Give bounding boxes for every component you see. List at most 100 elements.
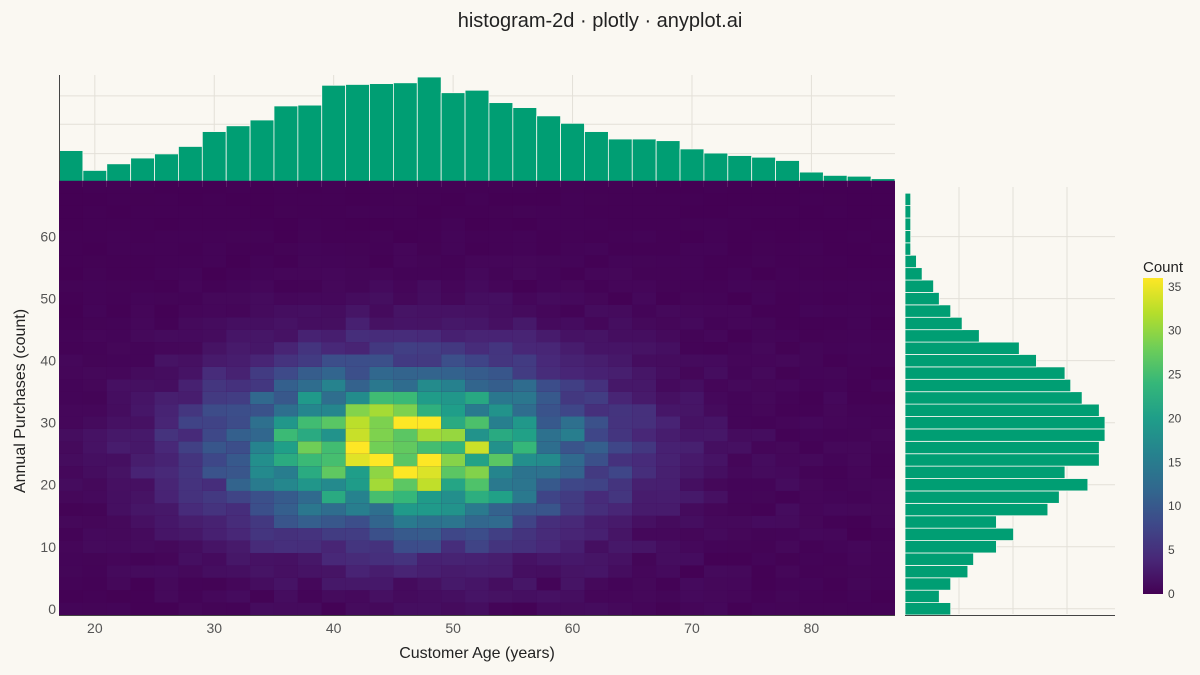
heatmap-cell <box>226 478 251 491</box>
heatmap-cell <box>536 193 561 206</box>
heatmap-cell <box>536 292 561 305</box>
heatmap-cell <box>297 466 322 479</box>
top-marginal-bar <box>297 104 323 183</box>
heatmap-cell <box>345 379 370 392</box>
heatmap-cell <box>106 552 131 566</box>
heatmap-cell <box>847 528 872 541</box>
heatmap-cell <box>632 478 657 491</box>
heatmap-cell <box>512 416 537 429</box>
heatmap-cell <box>273 218 298 231</box>
heatmap-cell <box>226 416 251 429</box>
heatmap-cell <box>512 242 537 256</box>
heatmap-cell <box>393 205 418 219</box>
heatmap-cell <box>369 304 394 318</box>
heatmap-cell <box>106 267 131 281</box>
heatmap-cell <box>847 540 872 553</box>
heatmap-cell <box>512 255 537 268</box>
heatmap-cell <box>536 255 561 268</box>
heatmap-cell <box>536 503 561 516</box>
heatmap-cell <box>584 391 609 405</box>
x-tick-label: 40 <box>326 620 342 636</box>
heatmap-cell <box>727 590 752 603</box>
heatmap-cell <box>202 478 227 491</box>
heatmap-cell <box>680 304 704 318</box>
heatmap-cell <box>656 503 681 516</box>
heatmap-cell <box>393 180 418 194</box>
heatmap-cell <box>178 466 203 479</box>
heatmap-cell <box>82 577 107 591</box>
heatmap-cell <box>130 230 155 243</box>
heatmap-cell <box>847 230 872 243</box>
heatmap-cell <box>632 342 657 355</box>
heatmap-cell <box>226 180 251 194</box>
heatmap-cell <box>847 280 872 293</box>
heatmap-cell <box>680 577 704 591</box>
heatmap-cell <box>321 404 346 417</box>
heatmap-cell <box>321 180 346 194</box>
heatmap-cell <box>106 292 131 305</box>
heatmap-cell <box>441 193 466 206</box>
heatmap-cell <box>823 391 848 405</box>
heatmap-cell <box>226 528 251 541</box>
heatmap-cell <box>369 441 394 454</box>
heatmap-cell <box>202 565 227 578</box>
heatmap-cell <box>871 503 895 516</box>
heatmap-cell <box>703 602 728 615</box>
heatmap-cell <box>512 292 537 305</box>
heatmap-cell <box>250 193 274 206</box>
heatmap-cell <box>465 366 489 380</box>
heatmap-cell <box>680 205 704 219</box>
heatmap-cell <box>297 193 322 206</box>
heatmap-cell <box>202 602 227 615</box>
heatmap-cell <box>560 255 585 268</box>
heatmap-cell <box>393 453 418 467</box>
heatmap-cell <box>106 490 131 504</box>
heatmap-cell <box>130 354 155 367</box>
heatmap-cell <box>847 602 872 615</box>
heatmap-cell <box>656 466 681 479</box>
heatmap-cell <box>799 317 824 330</box>
heatmap-cell <box>106 441 131 454</box>
heatmap-cell <box>250 180 274 194</box>
heatmap-cell <box>488 280 513 293</box>
heatmap-cell <box>321 280 346 293</box>
heatmap-cell <box>871 354 895 367</box>
heatmap-cell <box>608 428 633 442</box>
heatmap-cell <box>82 242 107 256</box>
heatmap-cell <box>345 503 370 516</box>
heatmap-cell <box>130 478 155 491</box>
heatmap-cell <box>417 490 442 504</box>
heatmap-cell <box>512 193 537 206</box>
heatmap-cell <box>202 379 227 392</box>
heatmap-cell <box>154 304 179 318</box>
x-axis-ticks: 20 30 40 50 60 70 80 <box>87 620 819 636</box>
heatmap-cell <box>82 441 107 454</box>
heatmap-cell <box>417 180 442 194</box>
heatmap-cell <box>417 503 442 516</box>
heatmap-cell <box>512 379 537 392</box>
right-marginal-bar <box>904 279 934 293</box>
heatmap-cell <box>799 416 824 429</box>
heatmap-cell <box>250 230 274 243</box>
heatmap-cell <box>751 416 776 429</box>
top-marginal-bar <box>321 84 347 183</box>
heatmap-cell <box>321 503 346 516</box>
heatmap-cell <box>512 466 537 479</box>
right-marginal-bar <box>904 540 997 554</box>
heatmap-cell <box>178 280 203 293</box>
heatmap-cell <box>560 453 585 467</box>
heatmap-cell <box>417 515 442 529</box>
heatmap-cell <box>59 193 83 206</box>
heatmap-cell <box>871 428 895 442</box>
heatmap-cell <box>202 466 227 479</box>
colorbar-tick-label: 0 <box>1168 587 1175 601</box>
heatmap-cell <box>847 366 872 380</box>
heatmap-cell <box>703 230 728 243</box>
heatmap-cell <box>273 540 298 553</box>
heatmap-cell <box>608 218 633 231</box>
heatmap-cell <box>345 193 370 206</box>
heatmap-cell <box>82 515 107 529</box>
heatmap-cell <box>560 242 585 256</box>
heatmap-cell <box>823 577 848 591</box>
heatmap-cell <box>441 416 466 429</box>
